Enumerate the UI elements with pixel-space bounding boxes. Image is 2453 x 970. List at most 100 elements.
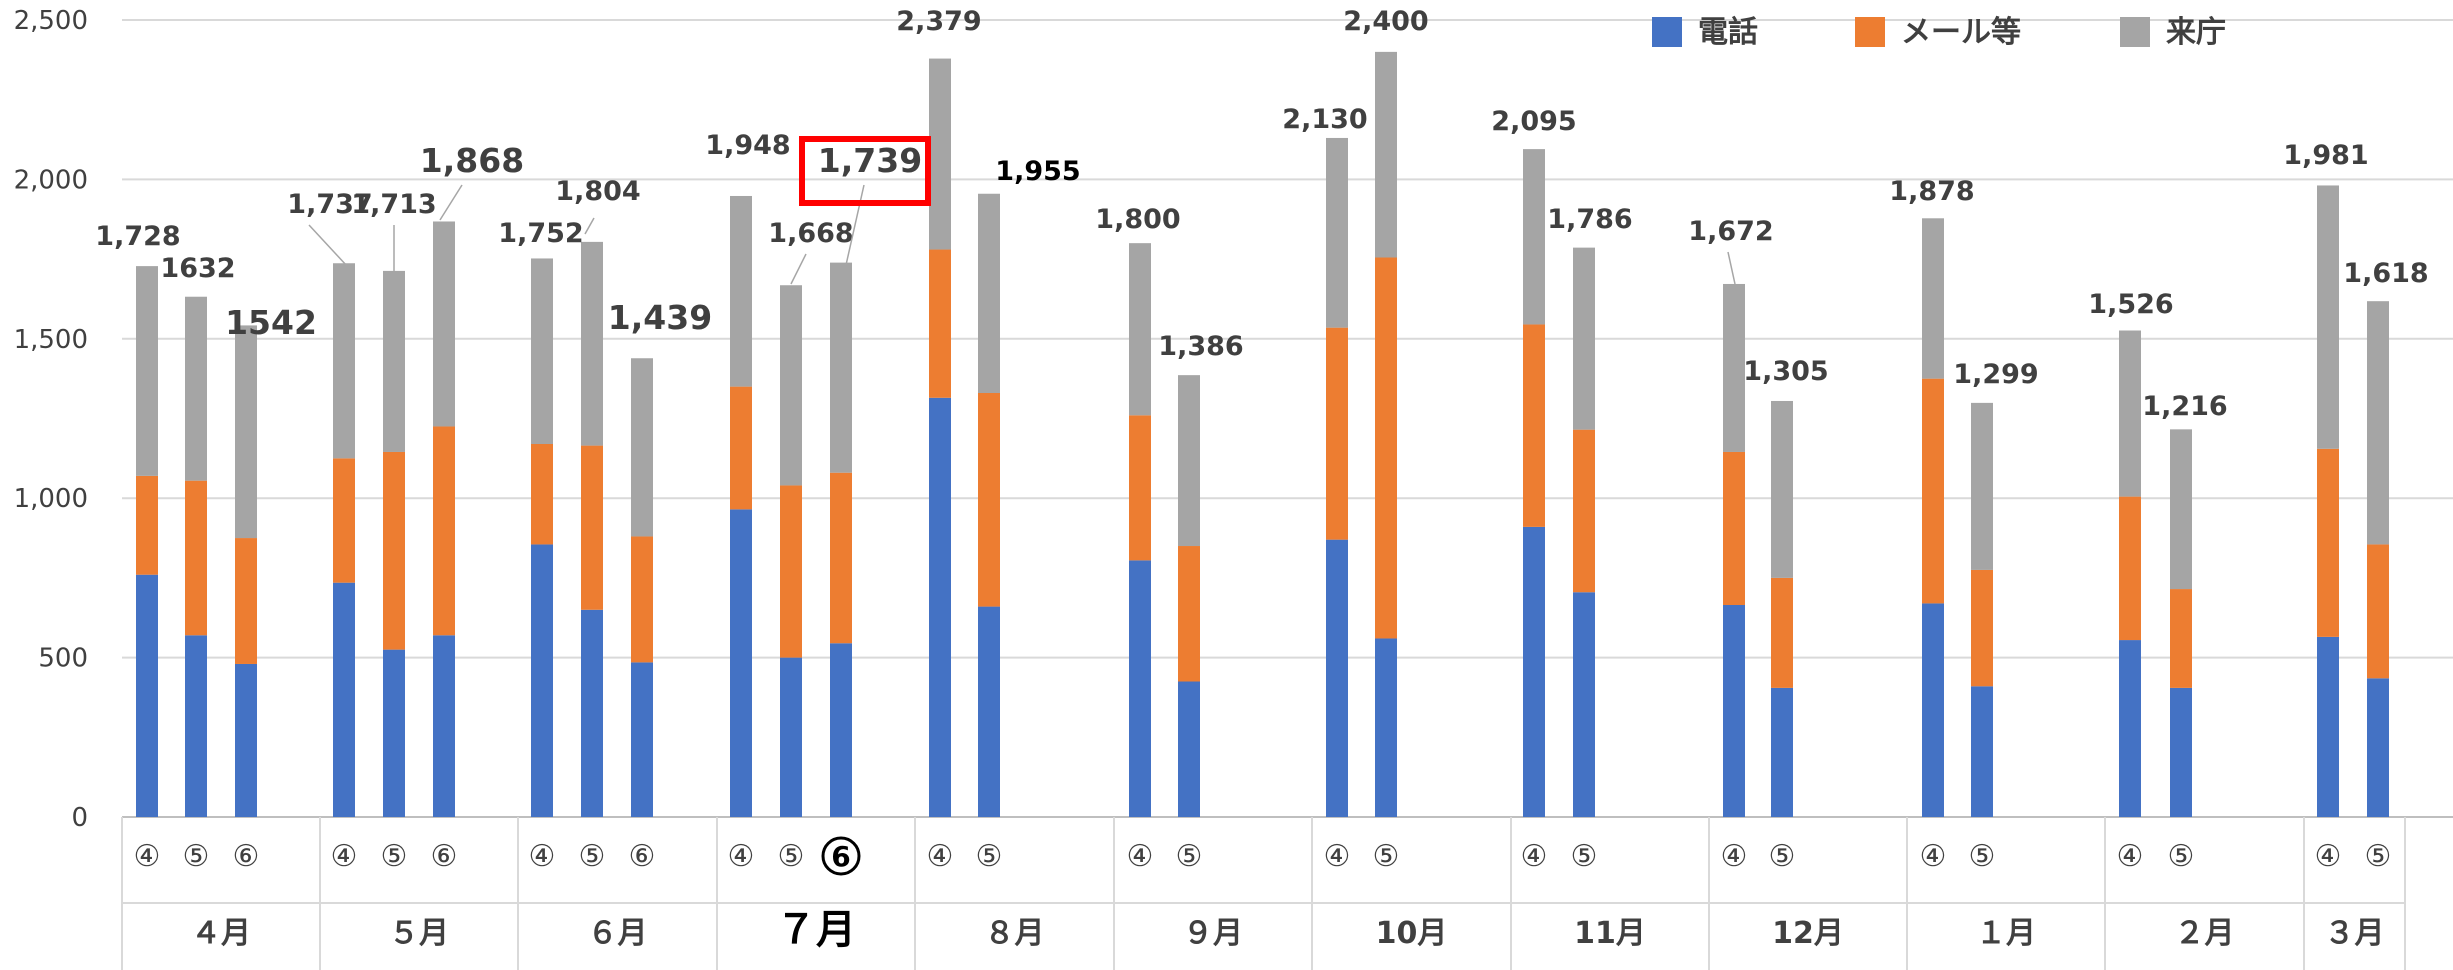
bar-segment-phone <box>1573 592 1595 817</box>
bar-segment-mail <box>730 386 752 510</box>
total-label: 1,216 <box>2142 391 2227 422</box>
bar-segment-visit <box>185 296 207 481</box>
bar-segment-phone <box>433 635 455 817</box>
bar-segment-phone <box>333 582 355 817</box>
bar-segment-phone <box>1326 539 1348 817</box>
bar-segment-mail <box>2119 496 2141 641</box>
generation-label: ④ <box>134 839 161 874</box>
bar-segment-phone <box>1129 560 1151 817</box>
bar-segment-visit <box>1326 137 1348 328</box>
bar-segment-mail <box>780 485 802 658</box>
label-leader-line <box>845 184 865 266</box>
total-label: 1,739 <box>818 141 922 180</box>
month-label: 10月 <box>1376 916 1448 951</box>
bar-segment-mail <box>929 249 951 398</box>
generation-label: ④ <box>2315 839 2342 874</box>
total-label: 1,800 <box>1095 204 1180 235</box>
bar-segment-mail <box>830 472 852 644</box>
bar-segment-visit <box>136 266 158 476</box>
bar-segment-phone <box>1771 687 1793 817</box>
generation-label: ④ <box>1721 839 1748 874</box>
bar-segment-visit <box>531 258 553 445</box>
bar-segment-mail <box>2367 544 2389 679</box>
bar-segment-phone <box>2367 678 2389 817</box>
bar-segment-mail <box>1375 257 1397 639</box>
generation-label: ⑤ <box>1176 839 1203 874</box>
total-label: 1,526 <box>2088 289 2173 320</box>
bar-segment-phone <box>730 509 752 817</box>
generation-label: ⑤ <box>2365 839 2392 874</box>
bar-segment-visit <box>1922 218 1944 379</box>
bar-segment-visit <box>1723 283 1745 452</box>
bar-segment-mail <box>531 444 553 545</box>
bar-segment-phone <box>780 657 802 817</box>
bar-segment-phone <box>581 609 603 817</box>
generation-label: ⑤ <box>1571 839 1598 874</box>
bar-segment-phone <box>1178 681 1200 817</box>
total-label: 1,672 <box>1688 216 1773 247</box>
generation-label: ④ <box>1521 839 1548 874</box>
bar-segment-mail <box>2170 589 2192 688</box>
bar-segment-visit <box>730 195 752 387</box>
bar-segment-visit <box>1523 149 1545 325</box>
month-label: ９月 <box>1183 916 1243 951</box>
bar-segment-mail <box>235 538 257 664</box>
generation-label: ④ <box>529 839 556 874</box>
total-label: 1,299 <box>1953 359 2038 390</box>
bar-segment-phone <box>383 649 405 817</box>
bar-segment-mail <box>1178 546 1200 682</box>
bar-segment-visit <box>929 58 951 250</box>
total-label: 2,130 <box>1282 104 1367 135</box>
bar-segment-visit <box>235 325 257 539</box>
total-label: 1,386 <box>1158 331 1243 362</box>
bar-segment-mail <box>978 392 1000 607</box>
bar-segment-phone <box>830 643 852 817</box>
generation-label: ⑥ <box>431 839 458 874</box>
bar-segment-phone <box>185 635 207 817</box>
bar-segment-phone <box>1375 638 1397 817</box>
bar-segment-mail <box>581 445 603 610</box>
total-label: 1,981 <box>2283 140 2368 171</box>
label-leader-line <box>308 224 348 267</box>
bar-segment-mail <box>2317 448 2339 637</box>
label-leader-line <box>790 253 807 285</box>
bar-segment-phone <box>631 662 653 817</box>
generation-label: ④ <box>1127 839 1154 874</box>
bar-segment-mail <box>333 458 355 583</box>
generation-label: ⑤ <box>1769 839 1796 874</box>
total-label: 1,737 <box>287 189 372 220</box>
total-label: 2,379 <box>896 6 981 37</box>
bar-segment-mail <box>185 480 207 636</box>
generation-label: ⑤ <box>2168 839 2195 874</box>
total-label: 1542 <box>225 303 317 342</box>
bar-segment-mail <box>433 426 455 636</box>
bar-segment-phone <box>136 574 158 817</box>
bar-segment-mail <box>1523 324 1545 527</box>
generation-label: ⑤ <box>579 839 606 874</box>
month-label: ３月 <box>2325 916 2385 951</box>
y-tick-label: 500 <box>38 644 88 674</box>
bar-segment-phone <box>1971 686 1993 817</box>
bar-segment-visit <box>581 241 603 446</box>
total-label: 1,752 <box>498 218 583 249</box>
total-label: 1,305 <box>1743 356 1828 387</box>
bar-segment-visit <box>1771 400 1793 578</box>
total-label: 2,400 <box>1343 6 1428 37</box>
generation-label: ⑤ <box>1969 839 1996 874</box>
generation-label: ④ <box>2117 839 2144 874</box>
total-label: 1,878 <box>1889 176 1974 207</box>
month-label: 11月 <box>1574 916 1646 951</box>
bar-segment-visit <box>631 358 653 537</box>
bar-segment-visit <box>978 193 1000 393</box>
legend-label: メール等 <box>1901 15 2021 50</box>
generation-label: ⑤ <box>976 839 1003 874</box>
bar-segment-phone <box>929 397 951 817</box>
highlight-circle <box>821 836 861 876</box>
bar-segment-phone <box>1523 526 1545 817</box>
total-label: 1,728 <box>95 221 180 252</box>
y-tick-label: 1,000 <box>14 484 88 514</box>
bar-segment-mail <box>1922 378 1944 604</box>
total-label: 1,439 <box>608 298 712 337</box>
month-label: ５月 <box>389 916 449 951</box>
